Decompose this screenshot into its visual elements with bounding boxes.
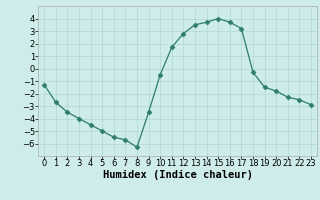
X-axis label: Humidex (Indice chaleur): Humidex (Indice chaleur) [103,170,252,180]
